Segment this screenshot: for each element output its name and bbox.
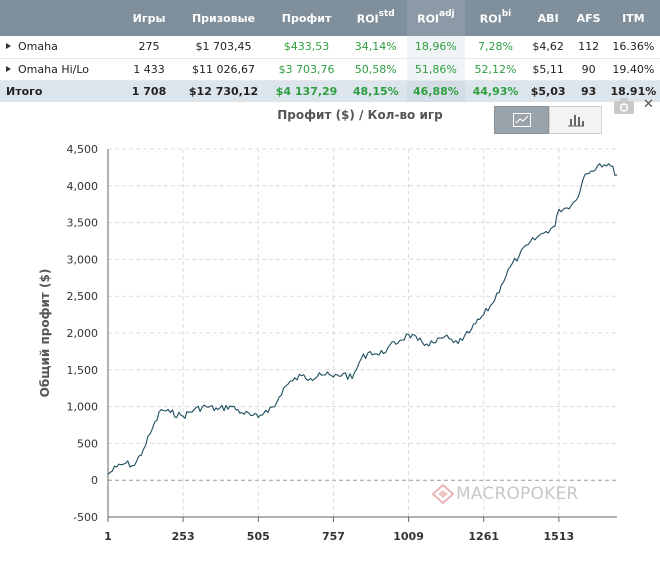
x-tick-label: 505	[247, 530, 270, 543]
y-tick-label: 1,000	[67, 401, 99, 414]
col-abi[interactable]: ABI	[537, 11, 559, 25]
expand-triangle-icon[interactable]	[6, 65, 11, 72]
total-afs: 93	[580, 84, 597, 98]
total-games: 1 708	[131, 84, 167, 98]
row-name-cell[interactable]: Omaha	[0, 36, 119, 58]
y-tick-label: 4,500	[67, 143, 99, 156]
col-roi-bi-label: ROI	[479, 12, 502, 26]
y-tick-label: -500	[73, 511, 98, 524]
y-tick-label: 4,000	[67, 180, 99, 193]
watermark: MACROPOKER	[431, 483, 578, 505]
total-profit: $4 137,29	[275, 84, 338, 98]
chart-line-icon	[512, 113, 531, 127]
row-name-cell[interactable]: Omaha Hi/Lo	[0, 58, 119, 80]
col-afs[interactable]: AFS	[576, 11, 601, 25]
total-roi-std: 48,15%	[352, 84, 399, 98]
cell-profit: $433,53	[283, 40, 330, 54]
cell-games: 275	[138, 40, 160, 54]
y-tick-label: 2,500	[67, 290, 99, 303]
col-prize[interactable]: Призовые	[191, 11, 256, 25]
y-tick-label: 0	[91, 474, 98, 487]
x-tick-label: 1	[104, 530, 112, 543]
y-tick-label: 1,500	[67, 364, 99, 377]
col-roi-std[interactable]: ROIstd	[345, 0, 407, 36]
cell-roi-bi: 7,28%	[478, 40, 513, 54]
col-profit[interactable]: Профит	[281, 11, 332, 25]
cell-prize: $1 703,45	[195, 40, 252, 54]
cell-games: 1 433	[133, 62, 165, 76]
col-roi-std-label: ROI	[356, 12, 379, 26]
cell-roi-std: 34,14%	[354, 40, 397, 54]
expand-triangle-icon[interactable]	[6, 43, 11, 50]
table-total-row: Итого 1 708 $12 730,12 $4 137,29 48,15% …	[0, 80, 660, 102]
cell-afs: 112	[578, 40, 600, 54]
cell-abi: $4,62	[532, 40, 564, 54]
col-roi-bi[interactable]: ROIbi	[465, 0, 526, 36]
profit-series-line	[107, 163, 618, 475]
col-roi-bi-sup: bi	[501, 8, 512, 19]
row-name: Omaha Hi/Lo	[18, 62, 90, 76]
col-roi-adj[interactable]: ROIadj	[406, 0, 466, 36]
cell-prize: $11 026,67	[192, 62, 256, 76]
cell-roi-adj: 51,86%	[406, 58, 466, 80]
y-tick-label: 2,000	[67, 327, 99, 340]
line-chart-toggle[interactable]	[494, 106, 549, 134]
chart-panel: -500 0 500 1,000 1,500 2,000 2,500 3,000 3,500 4,…	[0, 96, 660, 561]
cell-afs: 90	[581, 62, 596, 76]
row-name: Omaha	[18, 40, 58, 54]
col-games[interactable]: Игры	[132, 11, 166, 25]
y-tick-label: 3,000	[67, 253, 99, 266]
cell-abi: $5,11	[532, 62, 564, 76]
watermark-text: MACROPOKER	[456, 484, 579, 504]
cell-roi-std: 50,58%	[354, 62, 397, 76]
table-row[interactable]: Omaha Hi/Lo 1 433 $11 026,67 $3 703,76 5…	[0, 58, 660, 80]
y-tick-label: 500	[77, 437, 98, 450]
total-itm: 18.91%	[610, 84, 657, 98]
cell-itm: 19.40%	[612, 62, 655, 76]
profit-chart: -500 0 500 1,000 1,500 2,000 2,500 3,000 3,500 4,…	[38, 143, 618, 543]
chart-bar-icon	[567, 115, 584, 127]
x-tick-label: 253	[172, 530, 195, 543]
cell-profit: $3 703,76	[278, 62, 335, 76]
camera-icon[interactable]	[613, 97, 635, 115]
col-name	[0, 0, 119, 36]
cell-roi-bi: 52,12%	[474, 62, 517, 76]
total-roi-adj: 46,88%	[406, 80, 466, 102]
close-icon[interactable]: ✕	[643, 97, 654, 112]
x-tick-label: 757	[322, 530, 345, 543]
total-roi-bi: 44,93%	[472, 84, 519, 98]
chart-title: Профит ($) / Кол-во игр	[277, 108, 443, 122]
x-tick-label: 1009	[393, 530, 424, 543]
total-prize: $12 730,12	[188, 84, 259, 98]
macropoker-logo-icon	[431, 483, 455, 505]
col-roi-adj-label: ROI	[417, 12, 440, 26]
total-name: Итого	[6, 84, 43, 98]
bar-chart-toggle[interactable]	[549, 106, 602, 134]
y-tick-label: 3,500	[67, 217, 99, 230]
col-itm[interactable]: ITM	[622, 11, 645, 25]
col-roi-std-sup: std	[378, 8, 395, 19]
x-tick-label: 1261	[468, 530, 499, 543]
y-axis-title: Общий профит ($)	[38, 269, 52, 398]
table-header-row: Игры Призовые Профит ROIstd ROIadj ROIbi…	[0, 0, 660, 36]
cell-roi-adj: 18,96%	[406, 36, 466, 58]
x-tick-label: 1513	[544, 530, 575, 543]
table-row[interactable]: Omaha 275 $1 703,45 $433,53 34,14% 18,96…	[0, 36, 660, 58]
stats-table: Игры Призовые Профит ROIstd ROIadj ROIbi…	[0, 0, 660, 102]
cell-itm: 16.36%	[612, 40, 655, 54]
total-abi: $5,03	[530, 84, 566, 98]
col-roi-adj-sup: adj	[439, 8, 455, 19]
